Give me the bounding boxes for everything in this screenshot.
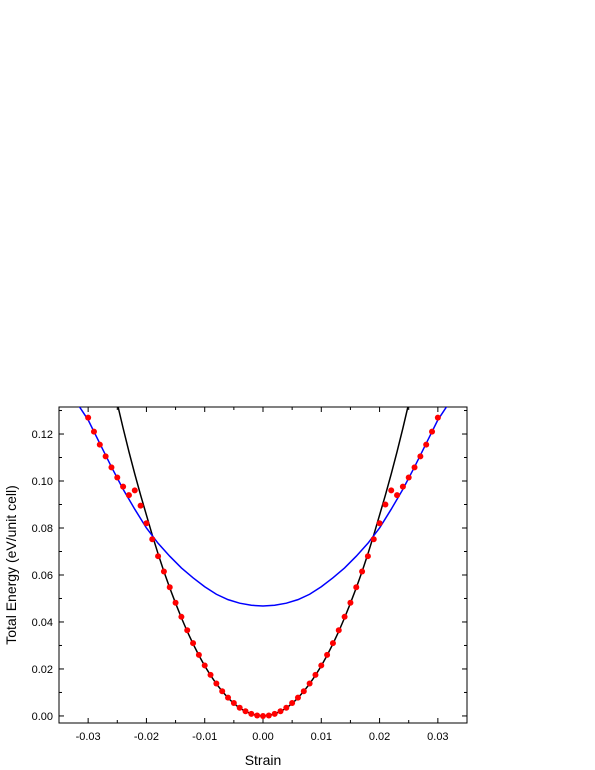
data-point [277, 708, 284, 715]
data-point [353, 584, 360, 591]
data-point [178, 613, 185, 620]
data-point [388, 487, 395, 494]
data-point [289, 700, 296, 707]
data-point [429, 428, 436, 435]
y-tick-label: 0.06 [32, 570, 53, 582]
data-point [376, 520, 383, 527]
data-point [184, 627, 191, 634]
data-point [294, 694, 301, 701]
data-point [195, 651, 202, 658]
x-tick-label: 0.03 [427, 731, 448, 743]
data-point [85, 414, 92, 421]
data-point [329, 640, 336, 647]
x-tick-label: 0.00 [252, 731, 273, 743]
y-tick-label: 0.04 [32, 617, 53, 629]
tick-labels: -0.03 -0.02 -0.01 0.00 0.01 0.02 0.03 0.00 0.02 0… [32, 429, 449, 743]
data-point [382, 501, 389, 508]
data-point [242, 708, 249, 715]
data-point [394, 492, 401, 499]
data-point [347, 599, 354, 606]
data-point [312, 671, 319, 678]
x-tick-label: 0.01 [311, 731, 332, 743]
x-tick-label: -0.03 [76, 731, 101, 743]
data-point [230, 700, 237, 707]
series-line-black [117, 407, 409, 717]
data-point [108, 464, 115, 471]
data-point [225, 694, 232, 701]
data-point [335, 627, 342, 634]
y-tick-label: 0.00 [32, 711, 53, 723]
data-point [265, 712, 272, 719]
data-point [411, 464, 418, 471]
data-point [114, 474, 121, 481]
data-point [248, 710, 255, 717]
data-point [149, 536, 156, 543]
data-point [405, 474, 412, 481]
data-point [137, 502, 144, 509]
data-point [160, 568, 167, 575]
data-point [102, 453, 109, 460]
data-point [399, 483, 406, 490]
data-point [370, 536, 377, 543]
data-point [423, 441, 430, 448]
series-line-blue [78, 407, 448, 607]
y-tick-label: 0.08 [32, 523, 53, 535]
data-point [207, 671, 214, 678]
x-axis-title: Strain [245, 752, 282, 768]
data-point [90, 428, 97, 435]
data-point [254, 712, 261, 719]
data-point [318, 662, 325, 669]
x-tick-label: 0.02 [369, 731, 390, 743]
data-point [300, 688, 307, 695]
data-point [219, 688, 226, 695]
tick-marks [58, 407, 468, 723]
data-point [120, 483, 127, 490]
data-point [213, 680, 220, 687]
data-point [364, 553, 371, 560]
data-point [417, 453, 424, 460]
y-tick-label: 0.10 [32, 476, 53, 488]
data-point [236, 704, 243, 711]
data-point [155, 553, 162, 560]
data-point [306, 680, 313, 687]
data-point [131, 487, 138, 494]
data-point [166, 584, 173, 591]
data-point [341, 613, 348, 620]
data-point [324, 651, 331, 658]
data-point [260, 712, 266, 719]
data-point [271, 710, 278, 717]
y-axis-title: Total Energy (eV/unit cell) [3, 485, 19, 645]
x-tick-label: -0.02 [134, 731, 159, 743]
data-point [125, 492, 132, 499]
data-point [201, 662, 208, 669]
data-point [190, 640, 197, 647]
data-point [359, 568, 366, 575]
data-point [434, 414, 441, 421]
y-tick-label: 0.12 [32, 429, 53, 441]
y-tick-label: 0.02 [32, 664, 53, 676]
x-tick-label: -0.01 [192, 731, 217, 743]
data-point [143, 520, 150, 527]
data-point [172, 599, 179, 606]
data-point [283, 704, 290, 711]
data-point [96, 441, 103, 448]
series-layer [78, 407, 448, 719]
plot-frame [58, 406, 468, 724]
